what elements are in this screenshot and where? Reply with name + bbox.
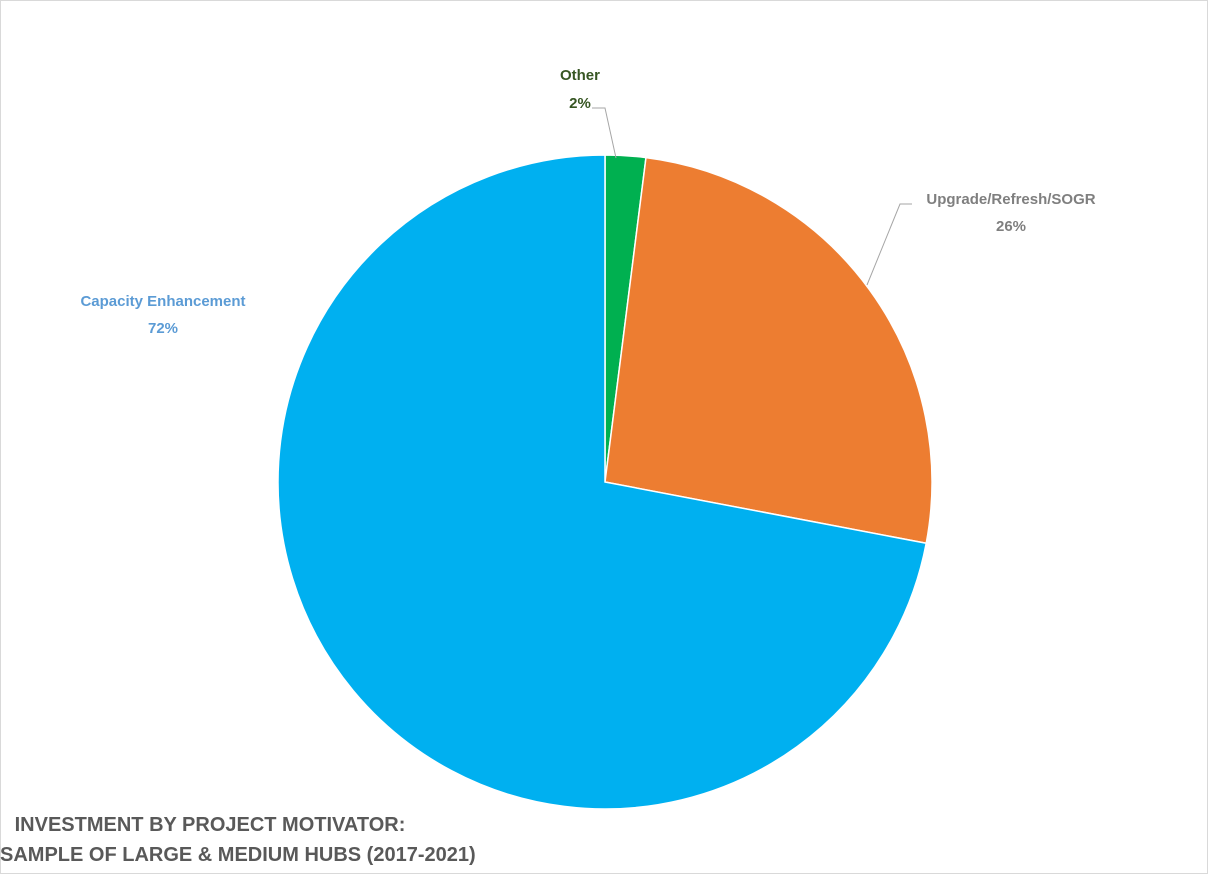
pie-slices: [277, 154, 933, 810]
leader-line-upgrade-refresh-sogr: [866, 203, 912, 286]
pie-slice-upgrade-refresh-sogr: [604, 156, 933, 545]
chart-title-line-2: SAMPLE OF LARGE & MEDIUM HUBS (2017-2021…: [0, 844, 476, 866]
slice-percent-label: 2%: [569, 95, 591, 112]
leader-line-other: [592, 107, 617, 159]
leader-lines: [592, 107, 912, 286]
slice-percent-label: 72%: [148, 320, 178, 337]
slice-percent-label: 26%: [996, 218, 1026, 235]
slice-labels: Other 2% Upgrade/Refresh/SOGR 26% Capacity E…: [80, 67, 1095, 337]
slice-category-label: Capacity Enhancement: [80, 293, 245, 310]
chart-title-line-1: INVESTMENT BY PROJECT MOTIVATOR:: [14, 814, 406, 836]
slice-category-label: Upgrade/Refresh/SOGR: [926, 191, 1095, 208]
slice-category-label: Other: [560, 67, 600, 84]
pie-slice-capacity-enhancement: [277, 154, 928, 810]
